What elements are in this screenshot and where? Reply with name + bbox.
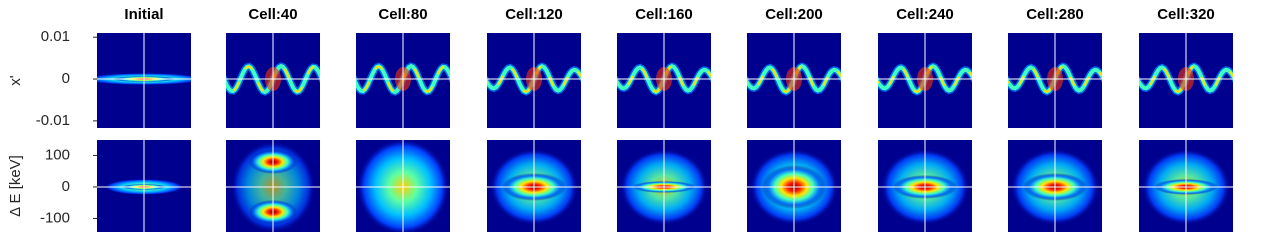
y-axis-label: x' [7, 75, 24, 86]
panel [97, 140, 191, 232]
panel [487, 140, 581, 232]
panel-title: Cell:80 [378, 6, 427, 23]
panel [747, 33, 841, 128]
panel-title: Cell:240 [896, 6, 954, 23]
panel [1139, 140, 1233, 232]
panel-title: Cell:200 [765, 6, 823, 23]
density-wave [878, 65, 972, 94]
panel-title: Cell:40 [248, 6, 297, 23]
panel [356, 33, 450, 128]
density-wave [747, 65, 841, 94]
panel-title: Cell:320 [1157, 6, 1215, 23]
panel-title: Cell:160 [635, 6, 693, 23]
panel [487, 33, 581, 128]
panel [356, 140, 450, 232]
panel-title: Cell:120 [505, 6, 563, 23]
panel [878, 33, 972, 128]
panel [1139, 33, 1233, 128]
figure: Initial Cell:40 Cell:80 Cell:120 Cell:160 Cel… [7, 6, 1233, 232]
y-axis-label: Δ E [keV] [7, 155, 24, 217]
y-tick-label: 0.01 [41, 28, 70, 45]
panel [226, 140, 320, 232]
density-wave [487, 65, 581, 94]
y-tick-label: -0.01 [36, 112, 70, 129]
panel [1008, 33, 1102, 128]
y-tick-label: -100 [40, 209, 70, 226]
panel [226, 33, 320, 128]
density-wave [617, 65, 711, 94]
panel [617, 140, 711, 232]
panel-title: Initial [124, 6, 163, 23]
panel [617, 33, 711, 128]
density-wave [1139, 65, 1233, 94]
y-tick-label: 0 [62, 70, 70, 87]
panel-title: Cell:280 [1026, 6, 1084, 23]
y-tick-label: 100 [45, 146, 70, 163]
panel [878, 140, 972, 232]
panel [97, 33, 191, 128]
panel [1008, 140, 1102, 232]
panel [747, 140, 841, 232]
density-wave [1008, 65, 1102, 94]
y-tick-label: 0 [62, 178, 70, 195]
